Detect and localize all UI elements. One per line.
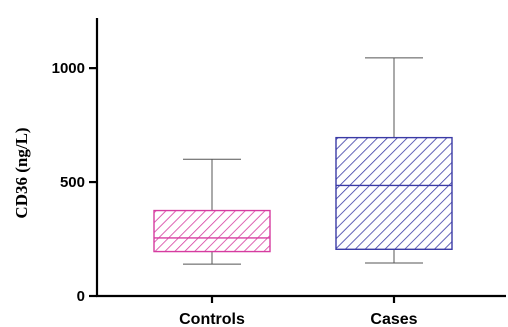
- y-tick-label: 500: [60, 174, 85, 191]
- x-category-label: Cases: [370, 311, 417, 327]
- box-cases: [335, 57, 453, 264]
- iqr-box: [153, 209, 271, 253]
- y-axis: 0 500 1000: [52, 18, 99, 305]
- box-series: [153, 57, 453, 265]
- y-tick-label: 1000: [52, 60, 85, 77]
- y-tick-label: 0: [77, 288, 85, 305]
- x-axis: Controls Cases: [96, 294, 506, 327]
- iqr-box: [335, 136, 453, 250]
- box-controls: [153, 158, 271, 265]
- x-category-label: Controls: [179, 311, 245, 327]
- y-axis-title: CD36 (ng/L): [12, 127, 31, 218]
